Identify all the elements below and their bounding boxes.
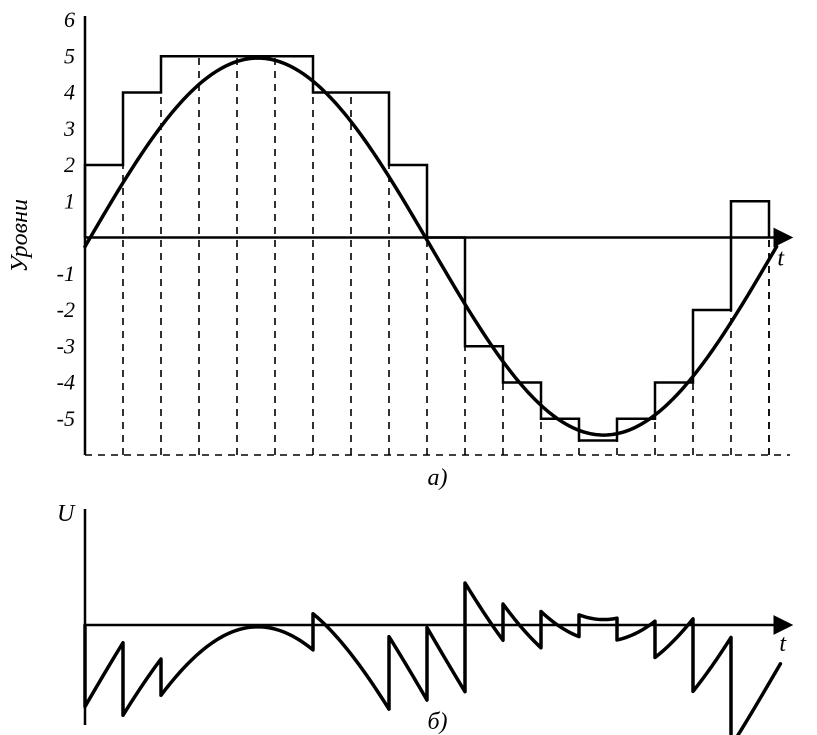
svg-text:-1: -1 <box>57 261 75 286</box>
svg-text:3: 3 <box>63 116 75 141</box>
svg-text:2: 2 <box>64 152 75 177</box>
svg-text:U: U <box>57 501 76 527</box>
svg-text:1: 1 <box>64 188 75 213</box>
svg-text:-3: -3 <box>57 333 75 358</box>
svg-text:-5: -5 <box>57 406 75 431</box>
svg-text:-4: -4 <box>57 370 75 395</box>
svg-text:t: t <box>779 631 787 657</box>
svg-text:4: 4 <box>64 80 75 105</box>
svg-text:-2: -2 <box>57 297 75 322</box>
svg-text:б): б) <box>427 709 447 735</box>
svg-text:Уровни: Уровни <box>7 199 33 273</box>
svg-text:5: 5 <box>64 43 75 68</box>
svg-text:6: 6 <box>64 7 75 32</box>
svg-text:a): a) <box>428 465 448 491</box>
svg-text:t: t <box>777 246 785 272</box>
